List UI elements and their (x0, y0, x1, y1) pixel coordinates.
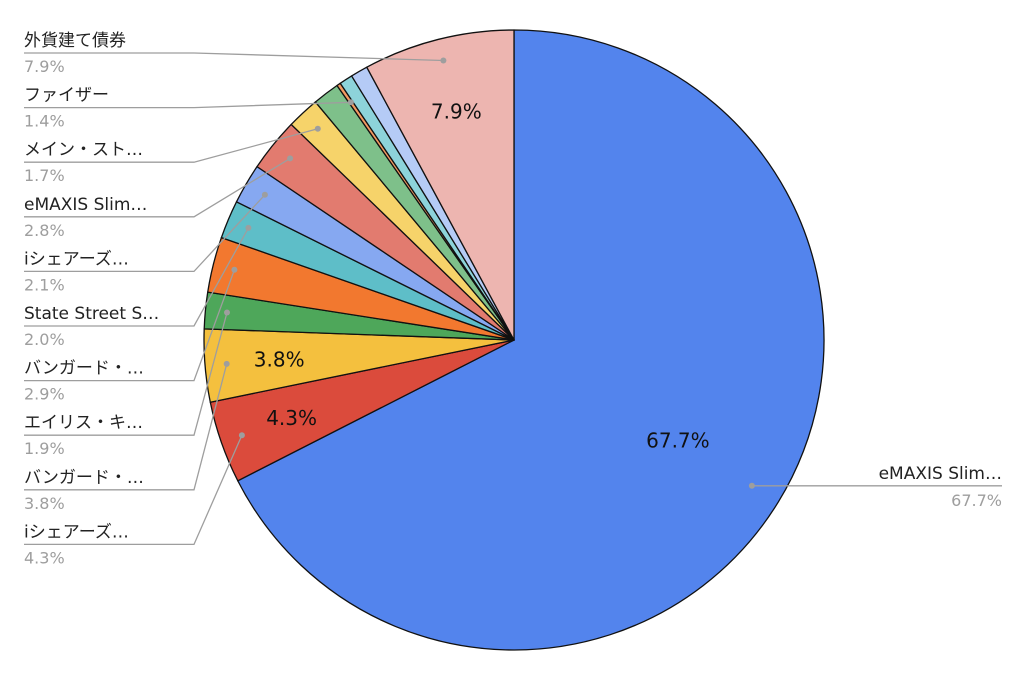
slice-name-label-6: iシェアーズ… (24, 249, 129, 269)
slice-outside-percent-3: 1.9% (24, 439, 65, 458)
slice-outside-percent-7: 2.8% (24, 221, 65, 240)
leader-line-7 (24, 157, 291, 218)
leader-dot-8 (314, 125, 321, 132)
slice-name-label-7: eMAXIS Slim… (24, 195, 147, 215)
slice-outside-percent-1: 4.3% (24, 548, 65, 567)
slice-outside-percent-5: 2.0% (24, 330, 65, 349)
leader-dot-4 (231, 266, 238, 273)
slice-name-label-4: バンガード・… (24, 359, 144, 379)
slice-outside-percent-4: 2.9% (24, 385, 65, 404)
leader-dot-13 (440, 57, 447, 64)
slice-outside-percent-13: 7.9% (24, 57, 65, 76)
slice-outside-percent-2: 3.8% (24, 494, 65, 513)
pie-slice-13 (366, 29, 515, 341)
leader-line-6 (24, 194, 266, 273)
leader-line-3 (24, 312, 228, 436)
leader-line-5 (24, 227, 249, 327)
slice-percent-label-2: 3.8% (254, 348, 305, 372)
slice-outside-percent-6: 2.1% (24, 275, 65, 294)
leader-dot-6 (261, 191, 268, 198)
leader-dot-1 (238, 432, 245, 439)
slice-outside-percent-0: 67.7% (951, 491, 1002, 510)
leader-line-1 (24, 434, 243, 546)
leader-dot-2 (223, 360, 230, 367)
leader-line-13 (24, 52, 444, 62)
slice-name-label-2: バンガード・… (24, 468, 144, 488)
slice-percent-label-13: 7.9% (431, 100, 482, 124)
leader-dot-0 (748, 482, 755, 489)
slice-outside-percent-10: 1.4% (24, 112, 65, 131)
slice-name-label-0: eMAXIS Slim… (879, 464, 1002, 484)
leader-dot-3 (224, 309, 230, 316)
leader-line-10 (24, 101, 351, 109)
leader-dot-7 (287, 155, 294, 162)
slice-name-label-3: エイリス・キ… (24, 413, 143, 433)
slice-name-label-5: State Street S… (24, 304, 159, 324)
slice-name-label-8: メイン・スト… (24, 140, 143, 160)
leader-line-8 (24, 128, 318, 163)
leader-dot-5 (245, 224, 252, 231)
slice-name-label-1: iシェアーズ… (24, 522, 129, 542)
slice-outside-percent-8: 1.7% (24, 166, 65, 185)
slice-name-label-13: 外貨建て債券 (24, 31, 126, 51)
slice-name-label-10: ファイザー (24, 86, 109, 106)
leader-dot-10 (347, 99, 354, 106)
pie-slice-0 (237, 29, 825, 651)
slice-percent-label-0: 67.7% (646, 428, 710, 452)
slice-percent-label-1: 4.3% (266, 406, 317, 430)
leader-line-2 (24, 363, 228, 491)
leader-line-4 (24, 269, 236, 382)
